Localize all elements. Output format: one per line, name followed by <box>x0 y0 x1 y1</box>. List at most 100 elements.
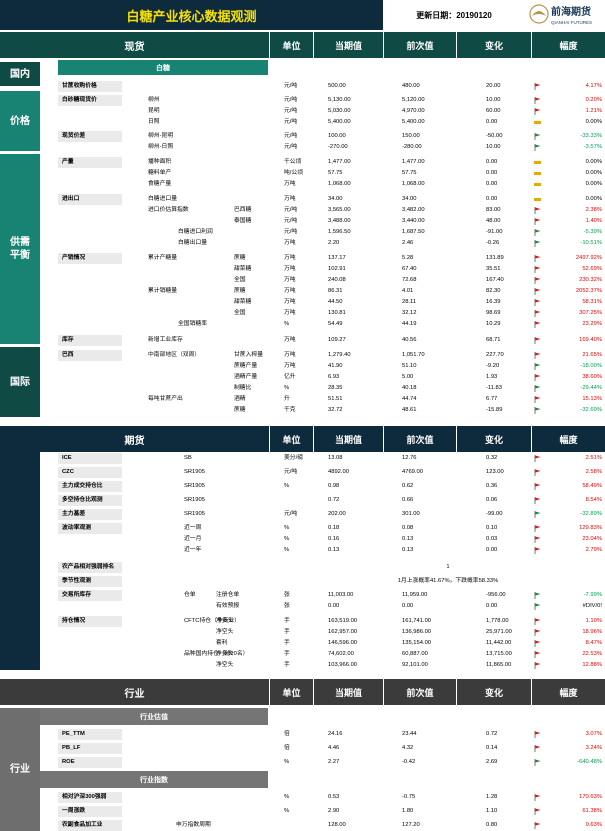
change-value: 10.29 <box>486 321 501 327</box>
unit-cell: % <box>284 808 290 814</box>
previous-value: 135,154.00 <box>402 640 432 646</box>
current-value: 4.46 <box>328 745 340 751</box>
current-value: 57.75 <box>328 170 343 176</box>
current-value: 0.16 <box>328 536 340 542</box>
previous-value: 0.13 <box>402 547 414 553</box>
current-value: 4892.00 <box>328 469 349 475</box>
previous-value: 1,051.70 <box>402 352 425 358</box>
row-label: CZC <box>62 469 74 475</box>
pct-value: 58.31% <box>582 299 602 305</box>
table-row: 有效预报 张 0.00 0.00 0.00 #DIV/0! <box>58 601 605 612</box>
table-row: PB_LF 倍 4.46 4.32 0.14 3.24% <box>58 743 605 754</box>
pct-value: 23.04% <box>582 536 602 542</box>
table-row: 糖料单产 吨/公顷 57.75 57.75 0.00 0.00% <box>58 168 605 179</box>
row-sublabel: SR1905 <box>184 483 205 489</box>
table-row: ROE% 2.27 -0.42 2.69 -640.48% <box>58 757 605 768</box>
previous-value: -0.42 <box>402 759 416 765</box>
col-current: 当期值 <box>314 426 384 452</box>
up-flag-icon <box>534 337 541 344</box>
table-row: 近一月% 0.16 0.13 0.03 23.04% <box>58 534 605 545</box>
row-label: ROE <box>62 759 75 765</box>
subhead-valuation: 行业估值 <box>40 708 268 725</box>
down-flag-icon <box>534 363 541 370</box>
row-label: 巴西 <box>62 352 74 358</box>
unit-cell: 手 <box>284 629 290 635</box>
row-label: 产销情况 <box>62 255 86 261</box>
previous-value: 3,482.00 <box>402 207 425 213</box>
table-row: PE_TTM 倍 24.16 23.44 0.72 3.07% <box>58 729 605 740</box>
label-band <box>58 81 122 92</box>
table-row: 全国销糖率% 54.49 44.19 10.29 23.29% <box>58 319 605 330</box>
unit-cell: 倍 <box>284 731 290 737</box>
current-value: 3,488.00 <box>328 218 351 224</box>
col-previous: 前次值 <box>384 679 457 705</box>
down-flag-icon <box>534 759 541 766</box>
spot-section-title: 现货 <box>0 32 270 58</box>
current-value: 103,966.00 <box>328 662 358 668</box>
current-value: 146,596.00 <box>328 640 358 646</box>
change-value: -99.00 <box>486 511 503 517</box>
unit-cell: 元/吨 <box>284 119 298 125</box>
change-value: 0.06 <box>486 497 498 503</box>
current-value: 5,130.00 <box>328 97 351 103</box>
current-value: 11,003.00 <box>328 592 354 598</box>
change-value: 82.30 <box>486 288 501 294</box>
row-item: 净多头 <box>216 651 234 657</box>
col-change: 变化 <box>457 426 532 452</box>
row-sublabel: CFTC持仓（非商业） <box>184 618 241 624</box>
table-row: 食糖产量 万吨 1,068.00 1,068.00 0.00 0.00% <box>58 179 605 190</box>
previous-value: 480.00 <box>402 83 420 89</box>
row-sublabel: 食糖产量 <box>148 181 172 187</box>
previous-value: 4.01 <box>402 288 414 294</box>
down-flag-icon <box>534 511 541 518</box>
change-value: 1.10 <box>486 808 498 814</box>
previous-value: 40.56 <box>402 337 417 343</box>
unit-cell: 万吨 <box>284 337 296 343</box>
current-value: 128.00 <box>328 822 346 828</box>
previous-value: 34.00 <box>402 196 417 202</box>
label-band <box>58 820 122 831</box>
pct-value: -640.48% <box>577 759 602 765</box>
pct-value: 0.63% <box>585 822 602 828</box>
previous-value: 40.18 <box>402 385 417 391</box>
previous-value: 161,741.00 <box>402 618 432 624</box>
current-value: 44.50 <box>328 299 343 305</box>
row-sublabel: 白糖进口利润 <box>178 229 213 235</box>
unit-cell: 元/吨 <box>284 469 298 475</box>
current-value: 6.93 <box>328 374 340 380</box>
unit-cell: 万吨 <box>284 196 296 202</box>
row-item: 全国 <box>234 310 246 316</box>
up-flag-icon <box>534 794 541 801</box>
down-flag-icon <box>534 385 541 392</box>
previous-value: 60,887.00 <box>402 651 428 657</box>
pct-value: -7.99% <box>583 592 602 598</box>
down-flag-icon <box>534 603 541 610</box>
change-value: -9.20 <box>486 363 500 369</box>
change-value: 0.36 <box>486 483 498 489</box>
pct-value: -29.44% <box>580 385 602 391</box>
col-unit: 单位 <box>270 426 314 452</box>
up-flag-icon <box>534 255 541 262</box>
row-sublabel: 白糖出口量 <box>178 240 207 246</box>
table-row: 进口价估算指数 巴西糖 元/吨 3,565.00 3,482.00 83.00 2.38% <box>58 205 605 216</box>
change-value: -956.00 <box>486 592 506 598</box>
unit-cell: 亿升 <box>284 374 296 380</box>
up-flag-icon <box>534 266 541 273</box>
current-value: 500.00 <box>328 83 346 89</box>
previous-value: 2.46 <box>402 240 414 246</box>
table-row: 农产品相对强弱排名 1 <box>58 562 605 573</box>
subhead-baitang: 白糖 <box>58 60 268 75</box>
row-sublabel: 白糖进口量 <box>148 196 177 202</box>
row-sublabel: 近一年 <box>184 547 202 553</box>
unit-cell: 元/吨 <box>284 108 298 114</box>
previous-value: 44.74 <box>402 396 417 402</box>
unit-cell: % <box>284 385 290 391</box>
row-item: 酒精产量 <box>234 374 258 380</box>
unit-cell: 千克 <box>284 407 296 413</box>
previous-value: 0.13 <box>402 536 414 542</box>
change-value: 83.00 <box>486 207 501 213</box>
unit-cell: 万吨 <box>284 255 296 261</box>
table-row: 品种国内持仓（前20名） 净多头 手 74,602.00 60,887.00 13,715… <box>58 649 605 660</box>
row-sublabel: 日照 <box>148 119 160 125</box>
down-flag-icon <box>534 144 541 151</box>
